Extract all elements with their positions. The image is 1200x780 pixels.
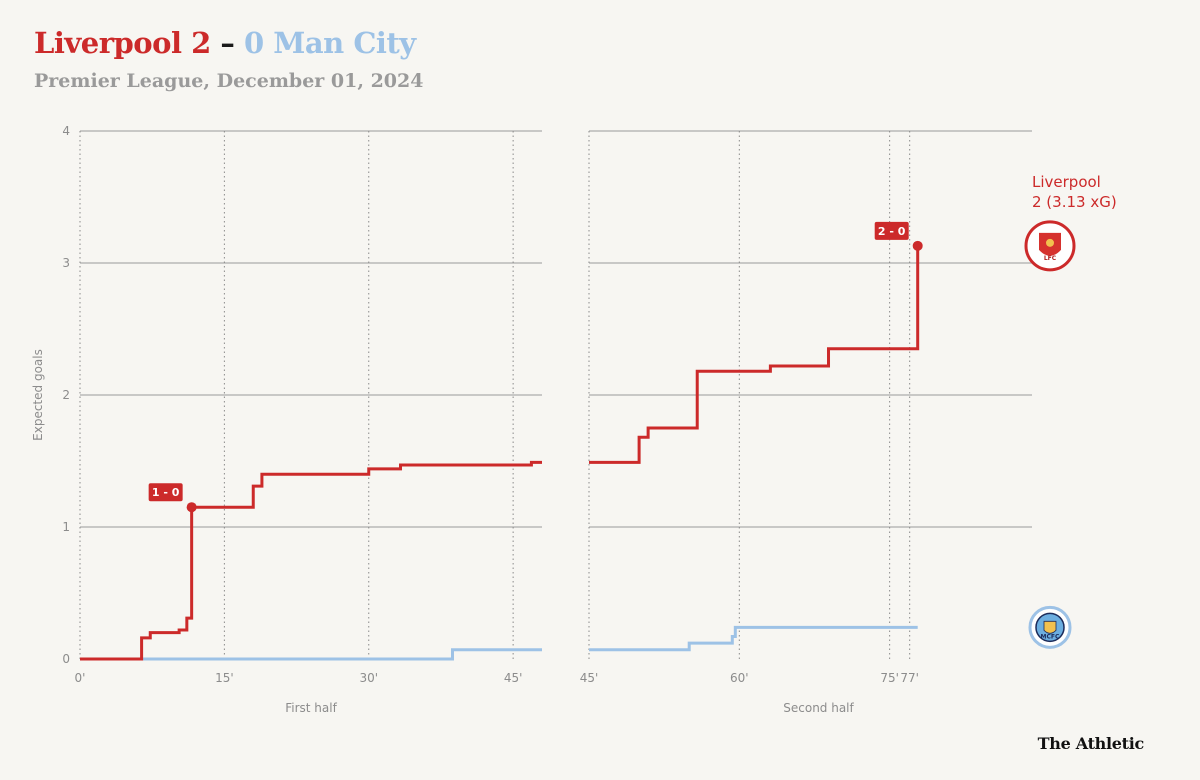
x-tick-label: 0': [75, 671, 86, 685]
liverpool-xg-line: [589, 245, 920, 464]
x-tick-label: 75': [880, 671, 899, 685]
end-label-team: Liverpool: [1032, 173, 1101, 191]
match-subtitle: Premier League, December 01, 2024: [34, 70, 424, 92]
home-team-score: Liverpool 2: [34, 26, 211, 60]
score-badge: [148, 483, 183, 502]
x-axis-label: Second half: [783, 701, 854, 715]
y-tick-label: 4: [62, 124, 70, 138]
score-label: 2 - 0: [878, 225, 906, 238]
y-axis-label: Expected goals: [31, 349, 45, 441]
chart-title: Liverpool 2 – 0 Man City: [34, 26, 416, 60]
goal-marker: [186, 502, 197, 513]
mancity-xg-line: [80, 648, 542, 661]
away-team-score: 0 Man City: [243, 26, 416, 60]
mancity-xg-line: [589, 625, 918, 652]
y-tick-label: 3: [62, 256, 70, 270]
x-tick-label: 77': [900, 671, 919, 685]
crest-text: LFC: [1044, 255, 1057, 262]
crest-bird: [1046, 238, 1054, 247]
publisher-logo: The Athletic: [1037, 734, 1145, 753]
score-label: 1 - 0: [152, 486, 180, 499]
first-half-panel: 0' 15' 30' 45' First half 1 - 0: [75, 130, 542, 715]
x-tick-label: 45': [504, 671, 523, 685]
end-label-xg: 2 (3.13 xG): [1032, 193, 1117, 211]
crest-shield: [1043, 620, 1057, 634]
title-dash: –: [220, 26, 235, 60]
liverpool-xg-line: [80, 460, 542, 661]
liverpool-crest-icon: LFC: [1024, 220, 1076, 272]
score-badge: [874, 221, 909, 240]
x-tick-label: 30': [359, 671, 378, 685]
mancity-crest-icon: MCFC: [1028, 605, 1072, 649]
x-axis-label: First half: [285, 701, 337, 715]
x-tick-label: 45': [580, 671, 599, 685]
y-tick-label: 2: [62, 388, 70, 402]
y-tick-label: 1: [62, 520, 70, 534]
x-tick-label: 60': [730, 671, 749, 685]
x-tick-label: 15': [215, 671, 234, 685]
crest-text: MCFC: [1041, 633, 1060, 640]
goal-marker: [912, 240, 923, 251]
y-tick-label: 0: [62, 652, 70, 666]
second-half-panel: 45' 60' 75' 77' Second half 2 - 0: [580, 130, 1032, 715]
